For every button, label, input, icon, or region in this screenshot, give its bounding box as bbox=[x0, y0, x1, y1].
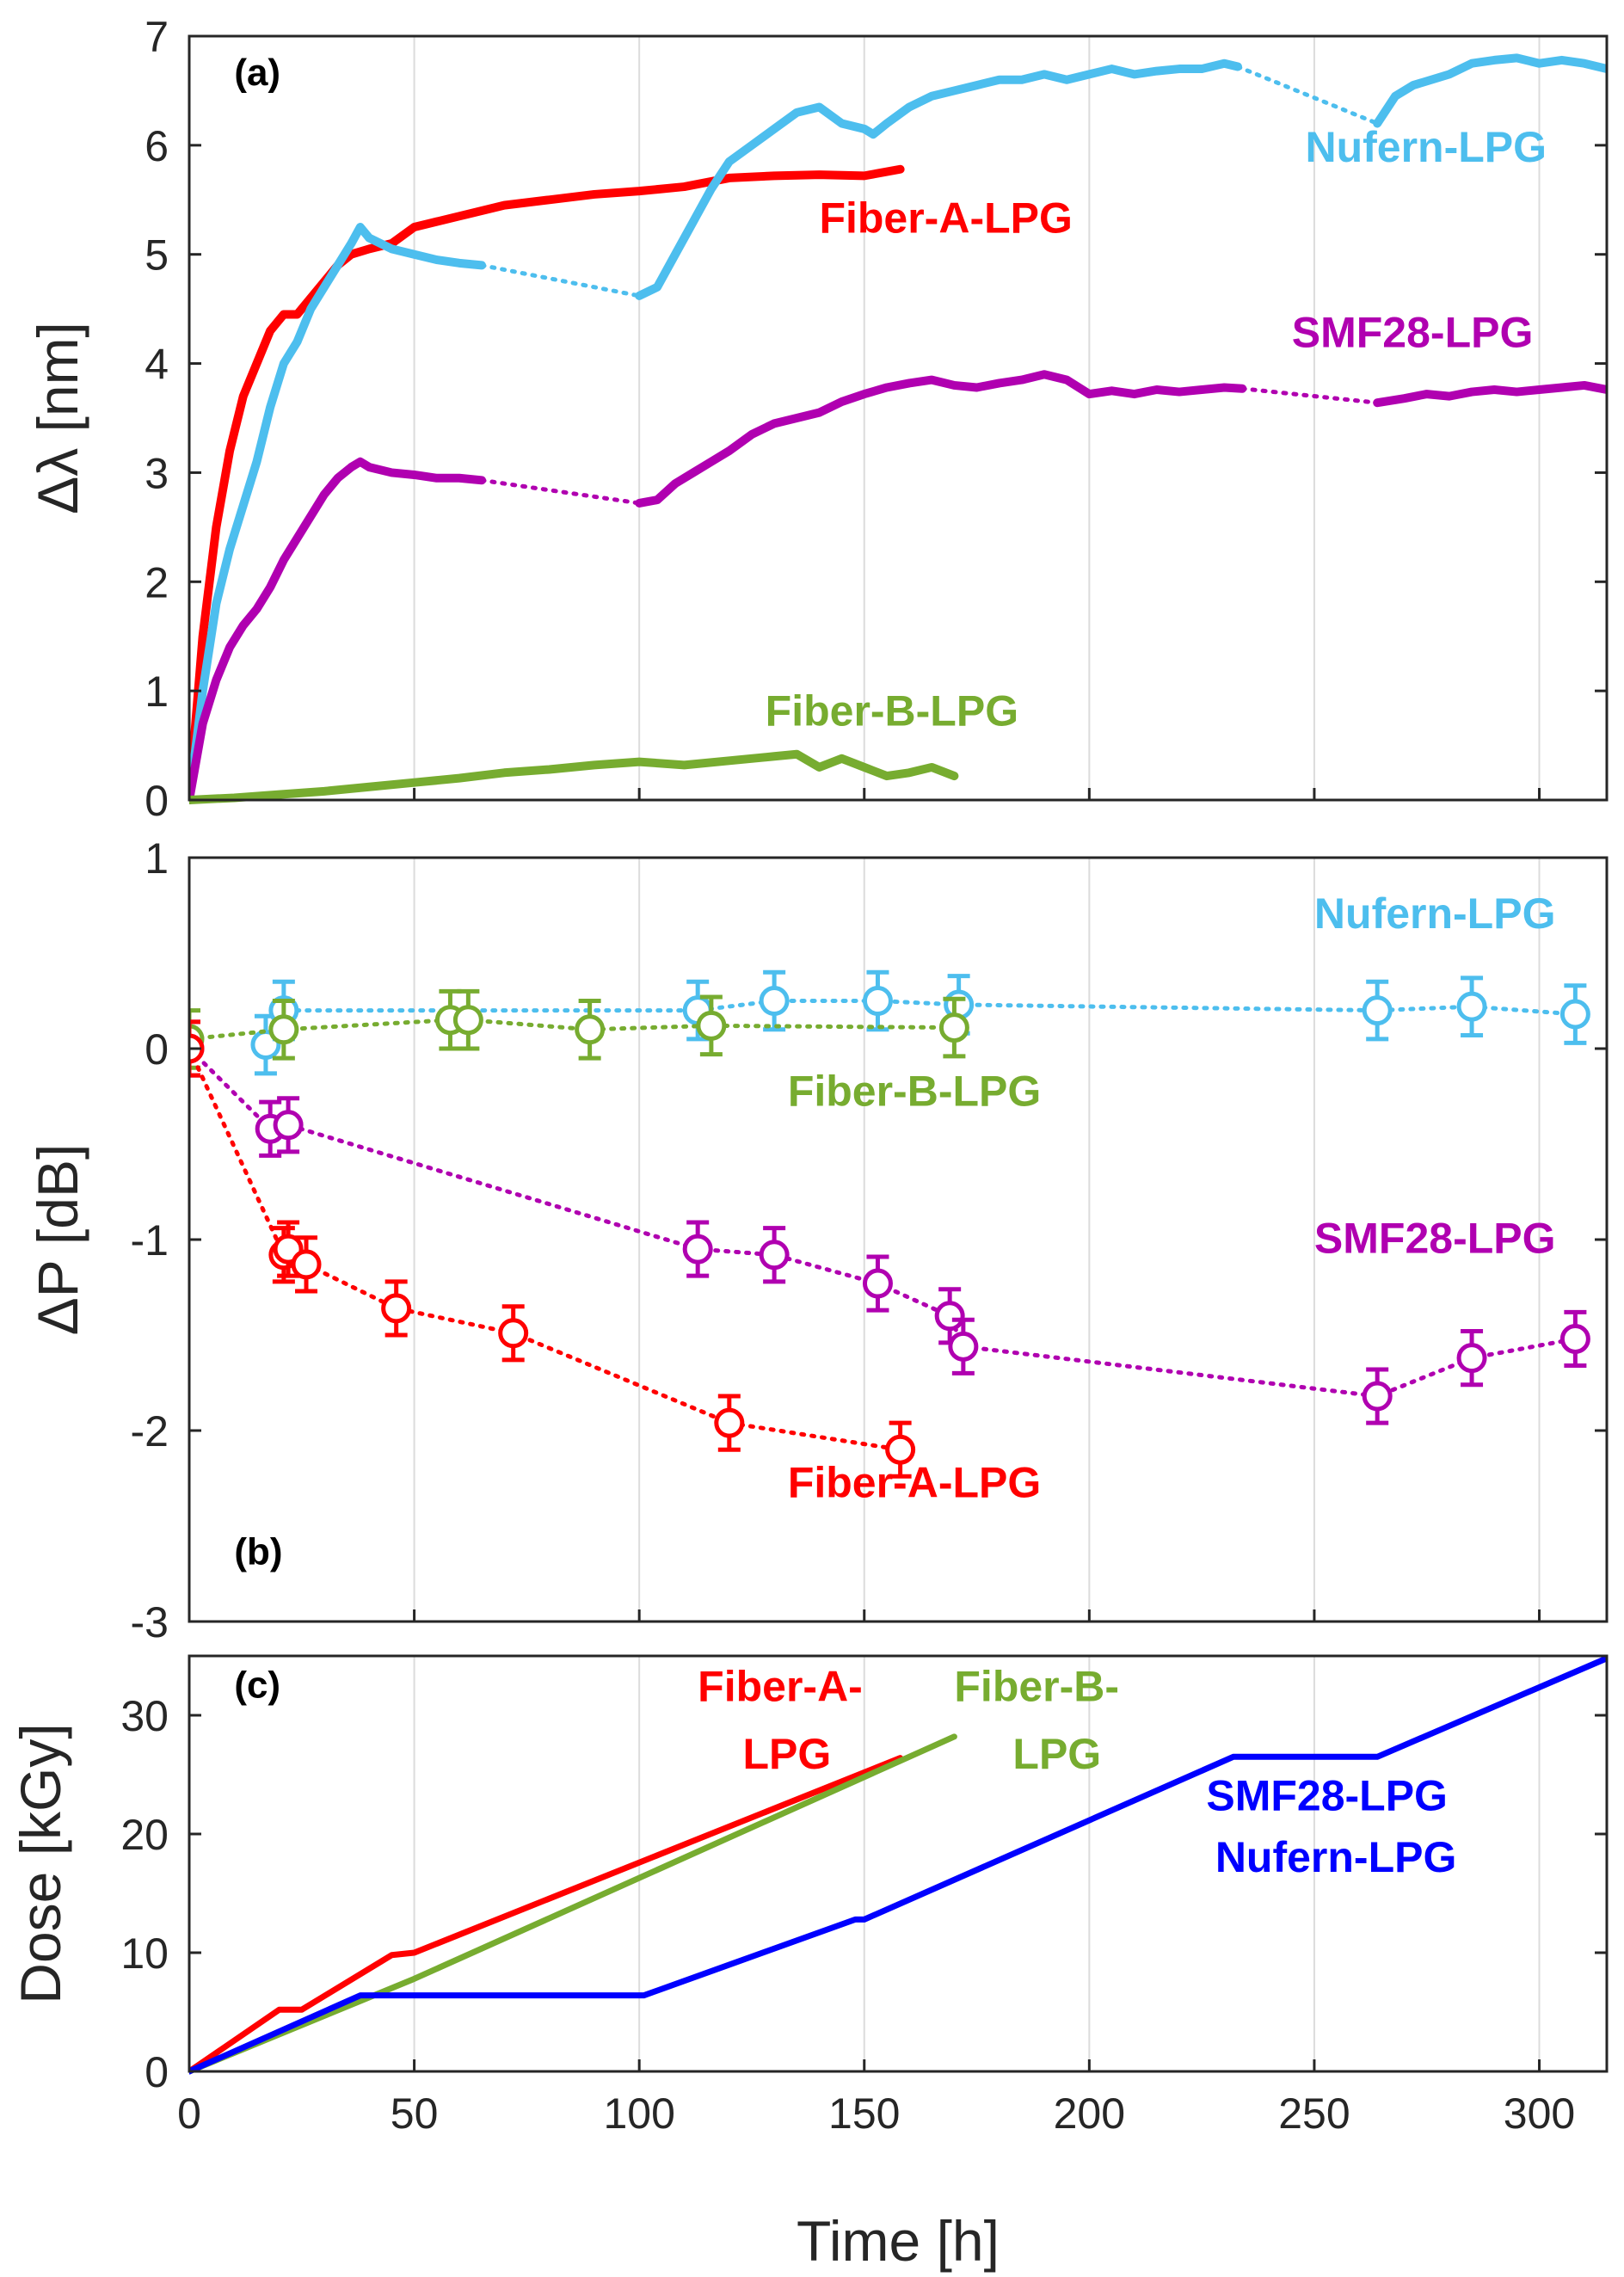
data-point-fiber-a-lpg bbox=[498, 1318, 529, 1349]
y-tick-label: 10 bbox=[120, 1929, 169, 1978]
y-tick-label: -3 bbox=[131, 1598, 169, 1646]
panel-tag: (c) bbox=[234, 1664, 280, 1706]
data-point-smf28-lpg bbox=[1559, 1323, 1590, 1354]
data-point-fiber-b-lpg bbox=[268, 1014, 299, 1045]
y-tick-label: 4 bbox=[145, 341, 169, 389]
series-line-smf28-lpg bbox=[189, 457, 487, 804]
y-tick-label: 0 bbox=[145, 1025, 169, 1074]
y-axis-label: Dose [kGy] bbox=[9, 1723, 72, 2003]
data-point-smf28-lpg bbox=[1362, 1381, 1393, 1412]
series-gap-nufern-lpg bbox=[479, 262, 642, 298]
series-gap-smf28-lpg bbox=[1240, 386, 1380, 405]
data-point-fiber-a-lpg bbox=[885, 1434, 916, 1465]
series-line-nufern-lpg bbox=[635, 58, 1242, 300]
panel-tag: (b) bbox=[234, 1530, 282, 1572]
y-axis-label: Δλ [nm] bbox=[26, 322, 89, 514]
y-tick-label: 5 bbox=[145, 231, 169, 280]
series-line-fiber-b-lpg bbox=[189, 749, 959, 804]
x-tick-label: 0 bbox=[177, 2089, 201, 2138]
series-group bbox=[189, 1655, 1607, 2075]
annotation-label: Fiber-A-LPG bbox=[788, 1459, 1041, 1507]
series-line-nufern-lpg bbox=[189, 223, 487, 804]
y-tick-label: 0 bbox=[145, 2048, 169, 2096]
series-line-nufern-lpg bbox=[1373, 53, 1607, 128]
x-tick-label: 100 bbox=[603, 2089, 674, 2138]
plot-frame bbox=[188, 1654, 1609, 2073]
data-point-smf28-lpg bbox=[862, 1268, 893, 1299]
data-point-smf28-lpg bbox=[682, 1234, 713, 1265]
series-gap-smf28-lpg bbox=[479, 477, 642, 506]
errorbar-fiber-a-lpg bbox=[189, 1019, 200, 1078]
annotation-label: SMF28-LPG bbox=[1314, 1215, 1556, 1263]
data-point-fiber-b-lpg bbox=[938, 1012, 969, 1043]
annotation-label: LPG bbox=[1012, 1730, 1101, 1778]
annotation-label: Nufern-LPG bbox=[1215, 1833, 1457, 1881]
series-line-fiber-a-lpg bbox=[189, 1755, 904, 2075]
plot-area bbox=[189, 858, 1607, 1622]
data-point-nufern-lpg bbox=[862, 986, 893, 1016]
x-tick-label: 300 bbox=[1504, 2089, 1575, 2138]
data-point-fiber-a-lpg bbox=[381, 1293, 412, 1324]
plot-area bbox=[189, 36, 1607, 800]
data-point-nufern-lpg bbox=[1559, 999, 1590, 1030]
annotation-label: SMF28-LPG bbox=[1206, 1771, 1448, 1819]
annotation-label: Fiber-A- bbox=[698, 1662, 863, 1710]
y-tick-label: 30 bbox=[120, 1692, 169, 1740]
y-tick-label: 1 bbox=[145, 668, 169, 716]
annotation-label: Fiber-B-LPG bbox=[766, 687, 1018, 735]
annotation-label: LPG bbox=[743, 1730, 832, 1778]
annotation-label: SMF28-LPG bbox=[1292, 309, 1534, 357]
series-group bbox=[189, 53, 1607, 804]
annotation-label: Fiber-B- bbox=[954, 1662, 1119, 1710]
series-line-smf28-lpg bbox=[635, 370, 1247, 508]
data-point-smf28-lpg bbox=[1456, 1343, 1487, 1374]
y-tick-label: 1 bbox=[145, 834, 169, 883]
data-point-fiber-a-lpg bbox=[291, 1249, 322, 1280]
x-tick-label: 250 bbox=[1278, 2089, 1350, 2138]
y-tick-label: 0 bbox=[145, 777, 169, 825]
y-axis-label: ΔP [dB] bbox=[26, 1144, 89, 1336]
x-tick-label: 50 bbox=[391, 2089, 439, 2138]
data-point-fiber-b-lpg bbox=[575, 1014, 606, 1045]
y-tick-label: 3 bbox=[145, 449, 169, 497]
data-point-nufern-lpg bbox=[1362, 995, 1393, 1026]
data-point-smf28-lpg bbox=[948, 1331, 979, 1362]
x-axis-label: Time [h] bbox=[797, 2209, 1000, 2273]
annotation-label: Nufern-LPG bbox=[1314, 889, 1556, 938]
data-point-nufern-lpg bbox=[1456, 991, 1487, 1022]
annotation-label: Fiber-A-LPG bbox=[819, 194, 1072, 242]
x-tick-label: 200 bbox=[1054, 2089, 1125, 2138]
data-point-fiber-b-lpg bbox=[696, 1010, 727, 1041]
plot-area bbox=[189, 1656, 1607, 2071]
y-tick-label: 2 bbox=[145, 558, 169, 606]
data-point-fiber-b-lpg bbox=[452, 1005, 483, 1036]
series-group bbox=[189, 969, 1590, 1479]
y-tick-label: -1 bbox=[131, 1216, 169, 1265]
data-point-nufern-lpg bbox=[759, 986, 790, 1016]
annotation-label: Nufern-LPG bbox=[1305, 123, 1547, 171]
y-tick-label: 20 bbox=[120, 1811, 169, 1859]
data-point-smf28-lpg bbox=[273, 1110, 304, 1141]
panel-a: 0 1 2 3 4 5 6 7 Δλ [nm] (a) Fiber-A-LPG Nufern-LPG S… bbox=[26, 13, 1609, 825]
panel-b: -3 -2 -1 0 1 ΔP [dB] (b) Nufern-LPG Fiber-B-LPG S… bbox=[26, 834, 1609, 1646]
y-tick-label: 7 bbox=[145, 13, 169, 61]
data-point-fiber-a-lpg bbox=[714, 1407, 745, 1438]
x-tick-label: 150 bbox=[828, 2089, 900, 2138]
annotation-label: Fiber-B-LPG bbox=[788, 1068, 1041, 1116]
plot-frame bbox=[188, 34, 1609, 802]
y-tick-label: 6 bbox=[145, 122, 169, 170]
data-point-smf28-lpg bbox=[759, 1240, 790, 1271]
series-line-smf28-lpg bbox=[1373, 380, 1607, 408]
data-point-smf28-lpg bbox=[934, 1301, 965, 1332]
series-line-smf28-lpg-nufern-lpg bbox=[189, 1655, 1607, 2075]
panel-tag: (a) bbox=[234, 52, 280, 94]
series-gap-nufern-lpg bbox=[1235, 65, 1380, 126]
y-tick-label: -2 bbox=[131, 1407, 169, 1455]
